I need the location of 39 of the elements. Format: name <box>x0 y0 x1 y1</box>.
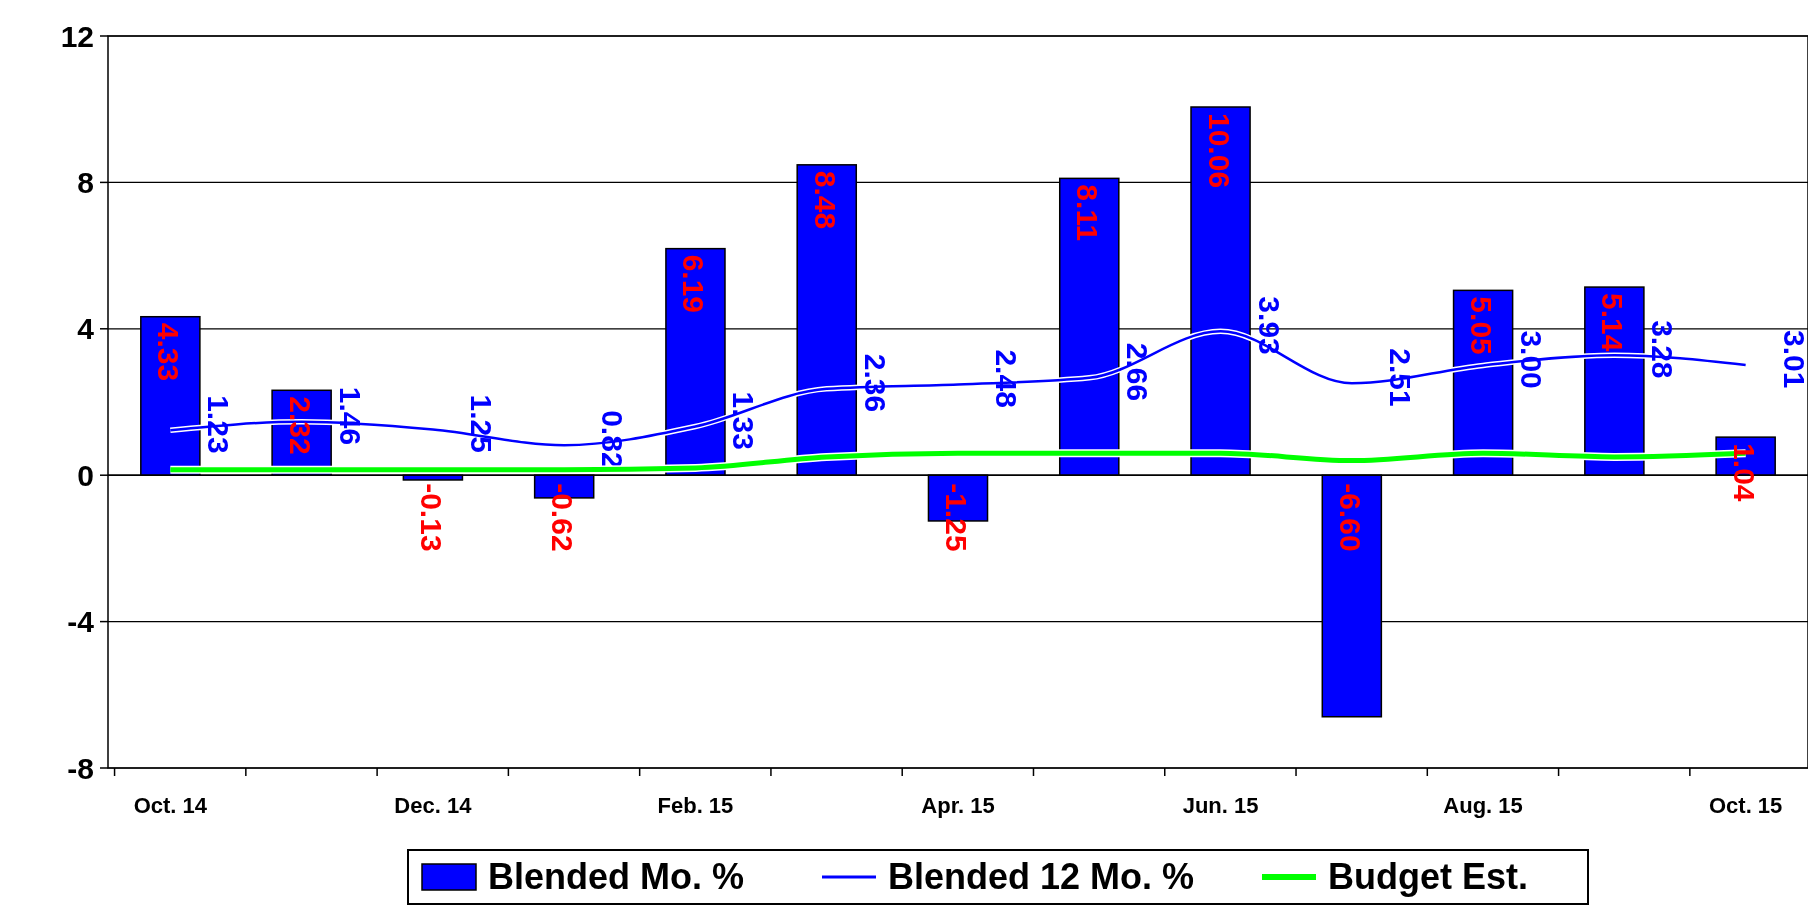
x-tick-label: Oct. 14 <box>133 793 208 818</box>
data-label: 6.19 <box>677 254 711 314</box>
data-label: -0.13 <box>414 483 448 552</box>
legend-label: Blended 12 Mo. % <box>888 856 1195 897</box>
data-label: 3.93 <box>1252 296 1286 355</box>
data-label: 8.48 <box>808 170 842 230</box>
x-tick-label: Oct. 15 <box>1708 793 1783 818</box>
data-label: 1.23 <box>202 395 236 454</box>
data-label: 2.36 <box>858 353 892 413</box>
data-label: -1.25 <box>940 483 973 552</box>
y-tick-label: 12 <box>60 19 94 53</box>
data-label: 1.33 <box>727 391 761 450</box>
data-label: -0.62 <box>546 483 580 552</box>
data-label: 10.06 <box>1202 113 1236 189</box>
data-label: 5.05 <box>1465 296 1499 355</box>
x-tick-label: Aug. 15 <box>1443 793 1523 818</box>
data-label: 1.04 <box>1727 443 1761 502</box>
data-label: 2.48 <box>990 349 1023 408</box>
data-label: -6.60 <box>1333 483 1367 552</box>
legend-label: Budget Est. <box>1328 856 1529 897</box>
data-label: 3.28 <box>1646 320 1680 379</box>
x-tick-label: Dec. 14 <box>394 793 473 818</box>
data-label: 8.11 <box>1071 184 1105 242</box>
data-label: 3.01 <box>1777 330 1811 389</box>
y-tick-label: 4 <box>77 312 95 346</box>
x-tick-label: Feb. 15 <box>657 793 734 818</box>
data-label: 0.82 <box>596 410 630 469</box>
data-label: 1.25 <box>464 394 498 453</box>
legend-label: Blended Mo. % <box>488 856 745 897</box>
data-label: 2.32 <box>283 396 317 455</box>
y-tick-label: 0 <box>77 458 94 492</box>
data-label: 4.33 <box>152 322 186 382</box>
x-tick-label: Jun. 15 <box>1182 793 1259 818</box>
y-tick-label: -4 <box>67 605 95 639</box>
x-tick-label: Apr. 15 <box>921 793 995 818</box>
y-tick-label: -8 <box>67 751 94 785</box>
data-label: 5.14 <box>1596 293 1630 352</box>
y-tick-label: 8 <box>77 165 94 199</box>
data-label: 2.66 <box>1121 342 1155 402</box>
